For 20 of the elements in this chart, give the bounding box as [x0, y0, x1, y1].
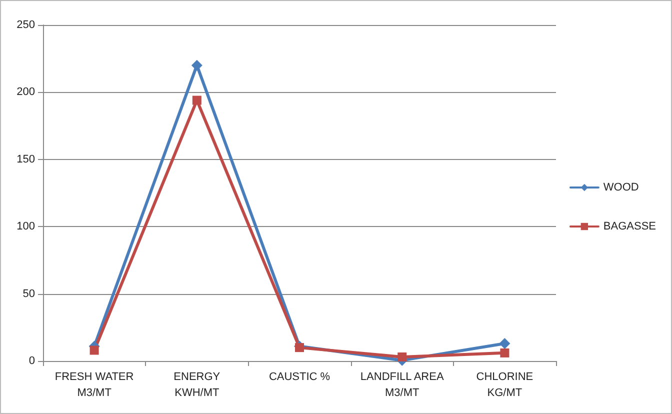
y-tick-label: 0: [28, 355, 35, 367]
point: [192, 96, 202, 105]
point: [295, 343, 304, 352]
point: [90, 346, 99, 355]
legend-label: BAGASSE: [603, 220, 656, 232]
legend-label: WOOD: [603, 182, 639, 194]
x-tick-label: FRESH WATER M3/MT: [54, 371, 134, 399]
y-tick-label: 150: [16, 153, 35, 166]
x-tick-label: CAUSTIC %: [268, 371, 330, 383]
point: [499, 338, 510, 350]
x-tick-label: LANDFILL AREA M3/MT: [360, 371, 444, 399]
x-tick-label: CHLORINE KG/MT: [476, 371, 534, 399]
y-tick-label: 250: [16, 19, 35, 31]
x-tick-label: ENERGY KWH/MT: [174, 371, 221, 399]
point: [191, 60, 202, 71]
y-tick-label: 50: [22, 288, 35, 300]
point: [500, 348, 510, 358]
point: [398, 352, 407, 362]
y-tick-label: 100: [16, 220, 35, 233]
y-tick-label: 200: [16, 86, 35, 98]
